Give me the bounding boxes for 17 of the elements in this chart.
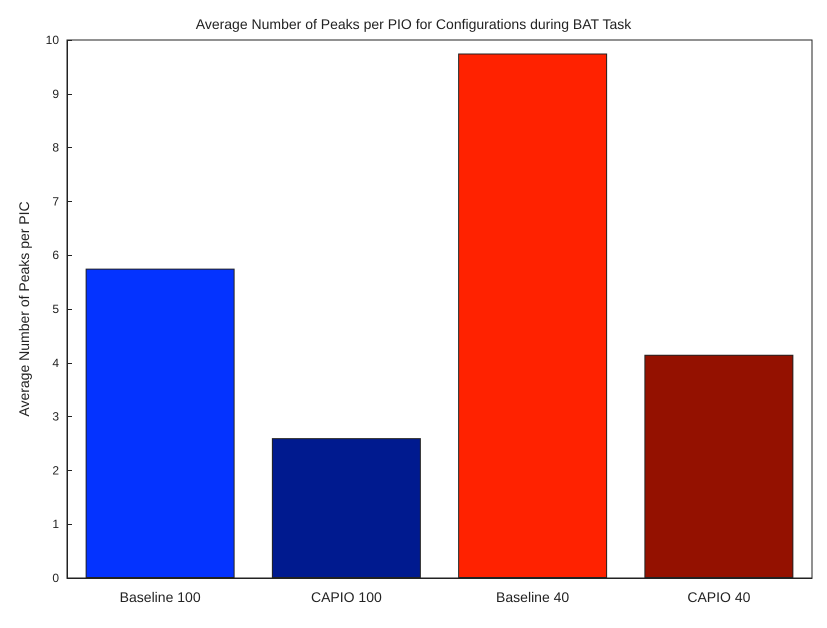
chart-title: Average Number of Peaks per PIO for Configurations during BAT Task [196, 16, 632, 32]
y-tick-label: 2 [52, 463, 60, 478]
y-tick-label: 1 [52, 517, 60, 532]
y-tick-label: 8 [52, 140, 60, 155]
y-tick-label: 0 [52, 571, 60, 585]
x-tick-label: Baseline 40 [496, 589, 570, 605]
y-axis-title: Average Number of Peaks per PIC [16, 201, 32, 417]
x-tick-label: Baseline 100 [120, 589, 201, 605]
y-tick-label: 7 [52, 194, 60, 208]
x-tick-label: CAPIO 100 [310, 589, 382, 605]
y-tick-label: 9 [52, 86, 60, 101]
y-tick-label: 3 [52, 410, 60, 424]
y-tick-label: 10 [46, 33, 60, 47]
y-tick-label: 5 [52, 302, 60, 316]
y-tick-label: 6 [52, 248, 60, 262]
y-tick-label: 4 [52, 356, 60, 370]
x-tick-label: CAPIO 40 [687, 589, 751, 605]
